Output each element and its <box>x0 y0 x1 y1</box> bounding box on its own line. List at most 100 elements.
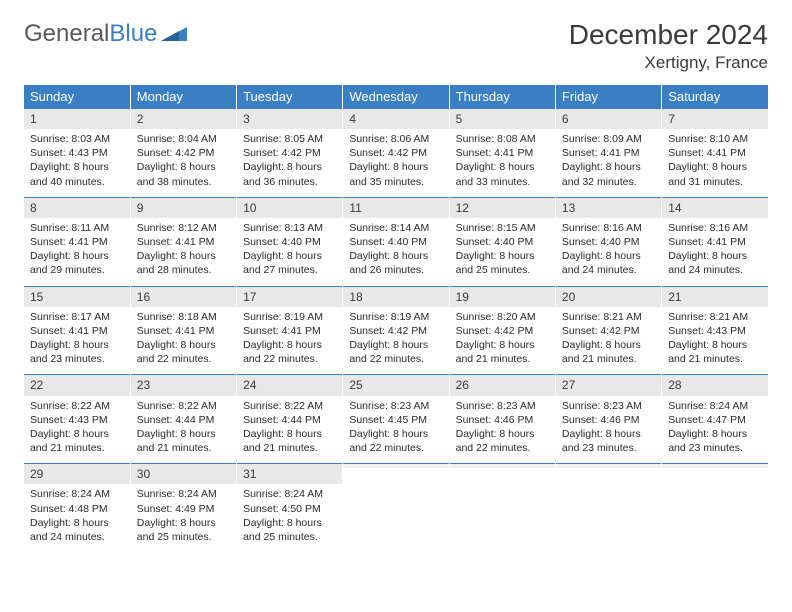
day-line-sr: Sunrise: 8:06 AM <box>349 132 442 146</box>
calendar-day-cell: 24Sunrise: 8:22 AMSunset: 4:44 PMDayligh… <box>237 374 343 463</box>
day-line-d2: and 23 minutes. <box>668 441 762 455</box>
day-line-sr: Sunrise: 8:18 AM <box>137 310 230 324</box>
calendar-day-cell: 21Sunrise: 8:21 AMSunset: 4:43 PMDayligh… <box>662 286 768 375</box>
day-body: Sunrise: 8:19 AMSunset: 4:41 PMDaylight:… <box>237 307 342 375</box>
weekday-header: Friday <box>555 85 661 108</box>
day-line-d1: Daylight: 8 hours <box>137 249 230 263</box>
day-number: 14 <box>662 197 768 218</box>
day-line-d1: Daylight: 8 hours <box>349 249 442 263</box>
day-line-ss: Sunset: 4:43 PM <box>30 146 124 160</box>
calendar-day-cell: 9Sunrise: 8:12 AMSunset: 4:41 PMDaylight… <box>130 197 236 286</box>
day-body: Sunrise: 8:23 AMSunset: 4:46 PMDaylight:… <box>556 396 661 464</box>
day-number: 28 <box>662 374 768 395</box>
day-body: Sunrise: 8:23 AMSunset: 4:45 PMDaylight:… <box>343 396 448 464</box>
day-body: Sunrise: 8:16 AMSunset: 4:40 PMDaylight:… <box>556 218 661 286</box>
day-line-ss: Sunset: 4:41 PM <box>30 324 124 338</box>
day-line-ss: Sunset: 4:46 PM <box>456 413 549 427</box>
day-line-sr: Sunrise: 8:15 AM <box>456 221 549 235</box>
day-line-d2: and 23 minutes. <box>562 441 655 455</box>
day-line-d1: Daylight: 8 hours <box>668 338 762 352</box>
day-line-sr: Sunrise: 8:09 AM <box>562 132 655 146</box>
day-line-d2: and 25 minutes. <box>456 263 549 277</box>
day-line-sr: Sunrise: 8:23 AM <box>456 399 549 413</box>
month-title: December 2024 <box>569 20 768 51</box>
day-line-d1: Daylight: 8 hours <box>562 160 655 174</box>
day-line-sr: Sunrise: 8:11 AM <box>30 221 124 235</box>
day-body: Sunrise: 8:22 AMSunset: 4:44 PMDaylight:… <box>237 396 342 464</box>
day-line-ss: Sunset: 4:47 PM <box>668 413 762 427</box>
calendar-week-row: 1Sunrise: 8:03 AMSunset: 4:43 PMDaylight… <box>24 108 768 197</box>
calendar-day-cell: 16Sunrise: 8:18 AMSunset: 4:41 PMDayligh… <box>130 286 236 375</box>
day-number: 3 <box>237 108 342 129</box>
day-body: Sunrise: 8:14 AMSunset: 4:40 PMDaylight:… <box>343 218 448 286</box>
day-body: Sunrise: 8:12 AMSunset: 4:41 PMDaylight:… <box>131 218 236 286</box>
day-number: 22 <box>24 374 130 395</box>
day-line-ss: Sunset: 4:40 PM <box>456 235 549 249</box>
logo: GeneralBlue <box>24 20 187 48</box>
day-line-d1: Daylight: 8 hours <box>137 516 230 530</box>
day-number: 24 <box>237 374 342 395</box>
day-line-ss: Sunset: 4:49 PM <box>137 502 230 516</box>
day-body: Sunrise: 8:05 AMSunset: 4:42 PMDaylight:… <box>237 129 342 197</box>
day-line-sr: Sunrise: 8:24 AM <box>30 487 124 501</box>
calendar-day-cell: 13Sunrise: 8:16 AMSunset: 4:40 PMDayligh… <box>555 197 661 286</box>
calendar-day-cell: 19Sunrise: 8:20 AMSunset: 4:42 PMDayligh… <box>449 286 555 375</box>
calendar-day-cell: 17Sunrise: 8:19 AMSunset: 4:41 PMDayligh… <box>237 286 343 375</box>
calendar-day-cell: 28Sunrise: 8:24 AMSunset: 4:47 PMDayligh… <box>662 374 768 463</box>
day-line-ss: Sunset: 4:41 PM <box>243 324 336 338</box>
day-number: 4 <box>343 108 448 129</box>
day-line-d2: and 28 minutes. <box>137 263 230 277</box>
day-body: Sunrise: 8:13 AMSunset: 4:40 PMDaylight:… <box>237 218 342 286</box>
calendar-day-cell: 11Sunrise: 8:14 AMSunset: 4:40 PMDayligh… <box>343 197 449 286</box>
day-line-d1: Daylight: 8 hours <box>349 338 442 352</box>
day-line-sr: Sunrise: 8:13 AM <box>243 221 336 235</box>
day-line-sr: Sunrise: 8:20 AM <box>456 310 549 324</box>
day-number: 29 <box>24 463 130 484</box>
day-body: Sunrise: 8:15 AMSunset: 4:40 PMDaylight:… <box>450 218 555 286</box>
day-line-d2: and 26 minutes. <box>349 263 442 277</box>
day-body: Sunrise: 8:18 AMSunset: 4:41 PMDaylight:… <box>131 307 236 375</box>
day-number: 27 <box>556 374 661 395</box>
day-line-sr: Sunrise: 8:24 AM <box>668 399 762 413</box>
day-line-ss: Sunset: 4:43 PM <box>30 413 124 427</box>
day-number: 11 <box>343 197 448 218</box>
day-body: Sunrise: 8:09 AMSunset: 4:41 PMDaylight:… <box>556 129 661 197</box>
day-line-ss: Sunset: 4:50 PM <box>243 502 336 516</box>
calendar-day-cell: 18Sunrise: 8:19 AMSunset: 4:42 PMDayligh… <box>343 286 449 375</box>
day-line-d1: Daylight: 8 hours <box>456 338 549 352</box>
day-body: Sunrise: 8:23 AMSunset: 4:46 PMDaylight:… <box>450 396 555 464</box>
weekday-header: Thursday <box>449 85 555 108</box>
day-line-sr: Sunrise: 8:12 AM <box>137 221 230 235</box>
day-number: 7 <box>662 108 768 129</box>
calendar-day-cell: 1Sunrise: 8:03 AMSunset: 4:43 PMDaylight… <box>24 108 130 197</box>
logo-mark-icon <box>161 20 187 48</box>
calendar-day-cell: 7Sunrise: 8:10 AMSunset: 4:41 PMDaylight… <box>662 108 768 197</box>
day-body: Sunrise: 8:22 AMSunset: 4:43 PMDaylight:… <box>24 396 130 464</box>
calendar-day-cell: 30Sunrise: 8:24 AMSunset: 4:49 PMDayligh… <box>130 463 236 552</box>
day-line-d1: Daylight: 8 hours <box>30 249 124 263</box>
calendar-day-cell <box>555 463 661 552</box>
day-line-d1: Daylight: 8 hours <box>243 249 336 263</box>
day-line-ss: Sunset: 4:40 PM <box>349 235 442 249</box>
calendar-day-cell: 20Sunrise: 8:21 AMSunset: 4:42 PMDayligh… <box>555 286 661 375</box>
day-line-d2: and 22 minutes. <box>456 441 549 455</box>
day-line-d2: and 23 minutes. <box>30 352 124 366</box>
day-line-sr: Sunrise: 8:19 AM <box>243 310 336 324</box>
day-line-ss: Sunset: 4:41 PM <box>668 146 762 160</box>
calendar-day-cell: 26Sunrise: 8:23 AMSunset: 4:46 PMDayligh… <box>449 374 555 463</box>
day-line-ss: Sunset: 4:46 PM <box>562 413 655 427</box>
day-line-ss: Sunset: 4:41 PM <box>137 235 230 249</box>
day-line-ss: Sunset: 4:41 PM <box>137 324 230 338</box>
day-body <box>556 468 661 529</box>
weekday-header: Tuesday <box>237 85 343 108</box>
day-line-sr: Sunrise: 8:22 AM <box>243 399 336 413</box>
day-line-d2: and 25 minutes. <box>137 530 230 544</box>
day-line-sr: Sunrise: 8:21 AM <box>562 310 655 324</box>
day-line-sr: Sunrise: 8:10 AM <box>668 132 762 146</box>
day-line-sr: Sunrise: 8:14 AM <box>349 221 442 235</box>
day-body: Sunrise: 8:17 AMSunset: 4:41 PMDaylight:… <box>24 307 130 375</box>
day-line-d1: Daylight: 8 hours <box>456 427 549 441</box>
day-body: Sunrise: 8:08 AMSunset: 4:41 PMDaylight:… <box>450 129 555 197</box>
calendar-week-row: 8Sunrise: 8:11 AMSunset: 4:41 PMDaylight… <box>24 197 768 286</box>
day-number: 30 <box>131 463 236 484</box>
